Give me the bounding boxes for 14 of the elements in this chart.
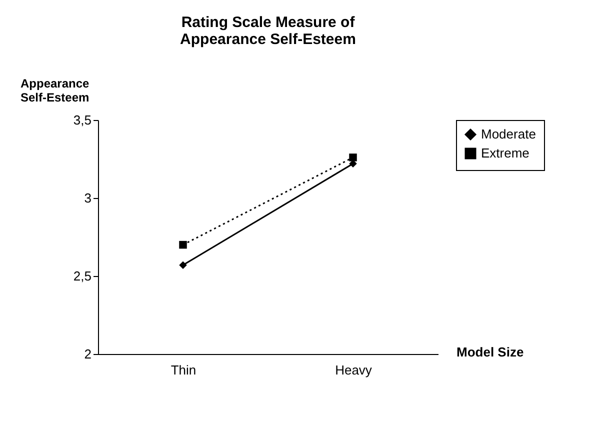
point [179,261,187,269]
x-tick-label: Thin [170,362,196,378]
legend-label: Extreme [481,146,530,160]
x-axis-title: Model Size [456,344,524,360]
y-axis-title: Appearance Self-Esteem [20,76,90,104]
point [349,154,357,162]
y-tick-label: 2 [84,346,92,362]
point [179,240,187,249]
legend-label: Moderate [481,126,536,142]
x-tick-label: Heavy [335,362,372,378]
y-tick-label: 2,5 [73,268,92,284]
chart-title: Rating Scale Measure of Appearance Self-Esteem [180,14,356,48]
y-tick-label: 3,5 [73,112,92,128]
y-tick-label: 3 [84,190,92,206]
